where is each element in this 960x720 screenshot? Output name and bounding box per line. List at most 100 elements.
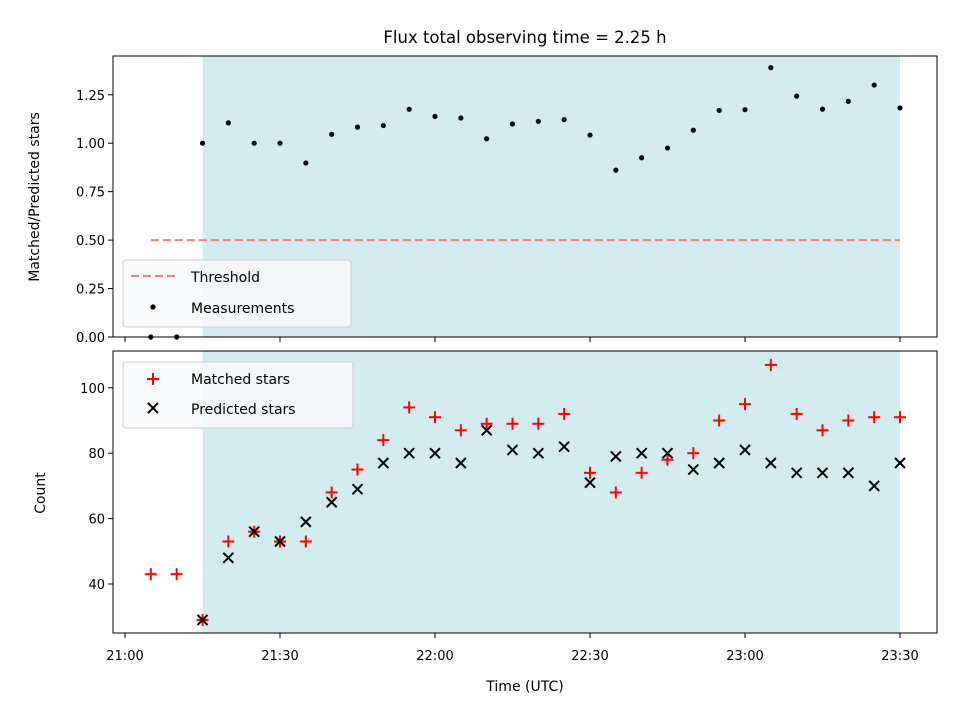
measurement-point: [354, 124, 361, 130]
measurement-point: [303, 160, 309, 166]
predicted-star-marker: [429, 447, 441, 459]
bottom-y-tick-label: 60: [88, 513, 105, 528]
predicted-star-marker: [403, 447, 415, 459]
measurement-point: [225, 120, 231, 126]
top-y-tick-label: 0.00: [76, 331, 105, 346]
measurement-point: [716, 107, 722, 114]
predicted-star-marker: [532, 447, 545, 459]
predicted-star-marker: [713, 457, 725, 469]
bottom-x-tick-label: 22:30: [571, 649, 608, 664]
matched-star-marker: [144, 568, 157, 581]
measurement-point: [199, 140, 206, 146]
matched-star-marker: [222, 535, 235, 548]
matched-star-marker: [790, 407, 803, 420]
legend-measurements-swatch: [150, 304, 156, 310]
top-y-tick-label: 1.25: [76, 89, 105, 104]
matched-star-marker: [299, 535, 312, 548]
predicted-star-marker: [558, 440, 570, 453]
bottom-x-tick-label: 23:00: [726, 649, 763, 664]
predicted-star-marker: [610, 450, 622, 463]
matched-star-marker: [403, 401, 416, 414]
top-legend-box: [122, 259, 352, 328]
predicted-star-marker: [868, 480, 880, 492]
predicted-star-marker: [480, 424, 493, 437]
measurement-point: [794, 93, 800, 99]
top-y-tick-label: 0.75: [76, 186, 105, 201]
x-axis-label: Time (UTC): [485, 679, 563, 695]
matched-star-marker: [739, 398, 751, 411]
measurement-point: [561, 116, 567, 123]
measurement-point: [690, 127, 696, 133]
matched-star-marker: [170, 568, 183, 581]
matched-star-marker: [842, 414, 855, 427]
predicted-star-marker: [300, 516, 312, 528]
matched-star-marker: [454, 424, 467, 437]
measurement-point: [742, 107, 748, 113]
measurement-point: [251, 140, 257, 146]
predicted-star-marker: [842, 467, 855, 479]
top-y-tick-label: 0.25: [76, 283, 105, 298]
predicted-star-marker: [506, 444, 519, 456]
legend-matched-swatch: [147, 373, 159, 385]
measurement-point: [897, 105, 903, 111]
matched-star-marker: [687, 447, 700, 460]
measurement-point: [845, 98, 851, 104]
predicted-star-marker: [248, 525, 260, 538]
bottom-y-tick-label: 100: [80, 382, 105, 397]
matched-star-marker: [480, 417, 493, 430]
measurement-point: [819, 106, 826, 112]
matched-star-marker: [532, 417, 545, 430]
bottom-y-tick-label: 40: [88, 578, 105, 593]
matched-star-marker: [661, 453, 674, 466]
predicted-star-marker: [661, 447, 674, 459]
predicted-star-marker: [274, 535, 286, 548]
bottom-x-ticks: 21:00 21:30 22:00 22:30 23:00 23:30: [106, 633, 919, 664]
legend-matched-label: Matched stars: [191, 372, 290, 388]
bottom-legend: Matched stars Predicted stars: [122, 361, 354, 429]
legend-measurements-label: Measurements: [191, 301, 294, 317]
measurement-point: [768, 65, 774, 71]
measurement-point: [871, 82, 877, 88]
matched-star-marker: [635, 466, 648, 479]
legend-predicted-label: Predicted stars: [191, 402, 296, 418]
measurement-point: [277, 140, 283, 146]
matched-star-marker: [894, 411, 906, 424]
bottom-legend-box: [122, 361, 354, 429]
predicted-star-marker: [687, 463, 700, 476]
bottom-x-tick-label: 22:00: [416, 649, 453, 664]
matched-star-marker: [558, 407, 571, 420]
bottom-axes-frame: [112, 350, 938, 634]
matched-star-marker: [429, 411, 441, 424]
predicted-stars-points: [196, 424, 906, 626]
matched-star-marker: [377, 434, 390, 447]
matched-star-marker: [764, 358, 777, 371]
chart-title: Flux total observing time = 2.25 h: [383, 28, 666, 47]
bottom-x-tick-label: 23:30: [881, 649, 918, 664]
top-y-tick-label: 0.50: [76, 234, 105, 249]
predicted-star-marker: [765, 457, 777, 469]
measurement-point: [509, 121, 516, 127]
predicted-star-marker: [635, 447, 648, 459]
predicted-star-marker: [739, 444, 751, 456]
bottom-y-ticks: 40 60 80 100: [80, 382, 113, 593]
measurement-point: [664, 145, 671, 151]
matched-star-marker: [609, 486, 622, 499]
matched-star-marker: [325, 486, 338, 499]
measurement-point: [458, 115, 464, 121]
bottom-panel: 40 60 80 100 21:00 21:30 22:00 22:30 23:00 23:30…: [33, 350, 938, 695]
measurement-point: [613, 167, 619, 173]
bottom-y-tick-label: 80: [88, 447, 105, 462]
matched-star-marker: [351, 463, 364, 476]
matched-star-marker: [868, 411, 881, 424]
predicted-star-marker: [816, 467, 829, 479]
measurement-point: [432, 113, 438, 120]
top-y-axis-label: Matched/Predicted stars: [27, 112, 43, 282]
top-panel: 0.00 0.25 0.50 0.75 1.00 1.25 Matched/Predict…: [27, 55, 938, 346]
predicted-star-marker: [351, 483, 364, 495]
legend-threshold-label: Threshold: [190, 270, 260, 286]
measurement-points: [148, 65, 903, 340]
matched-star-marker: [506, 417, 519, 430]
matched-star-marker: [816, 424, 829, 437]
measurement-point: [329, 131, 335, 137]
